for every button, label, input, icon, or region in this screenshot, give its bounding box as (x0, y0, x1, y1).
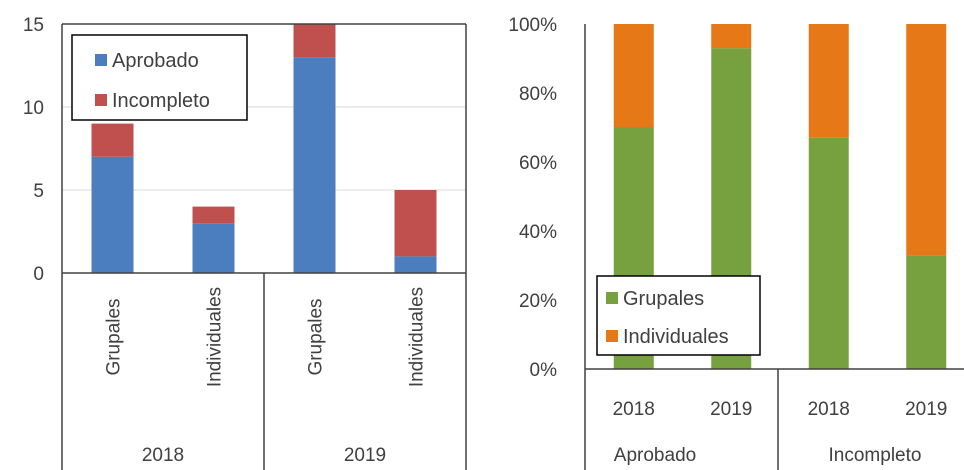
legend-right (596, 275, 761, 356)
x-group-label-right: Incompleto (829, 445, 922, 466)
bar-individuales-1 (711, 24, 752, 49)
bar-grupales-2 (808, 137, 849, 369)
x-group-label-left: 2019 (344, 445, 386, 466)
bar-incompleto-2 (293, 24, 336, 58)
x-category-label-left: Grupales (306, 298, 327, 375)
y-tick-label-right: 20% (519, 291, 557, 312)
bar-incompleto-0 (91, 123, 134, 157)
legend-label-grupales: Grupales (623, 288, 704, 310)
x-category-label-right: 2019 (905, 399, 947, 420)
x-group-label-left: 2018 (142, 445, 184, 466)
bar-aprobado-0 (91, 156, 134, 273)
bar-aprobado-3 (394, 256, 437, 273)
y-tick-label-left: 0 (33, 264, 44, 285)
y-tick-label-right: 0% (530, 360, 558, 381)
legend-swatch-grupales (606, 292, 618, 304)
bar-incompleto-1 (192, 206, 235, 224)
y-tick-label-right: 40% (519, 222, 557, 243)
x-category-label-left: Grupales (104, 298, 125, 375)
bar-individuales-0 (613, 24, 654, 128)
x-category-label-left: Individuales (205, 287, 226, 387)
y-tick-label-left: 10 (23, 98, 44, 119)
y-tick-label-left: 5 (33, 181, 44, 202)
x-category-label-left: Individuales (407, 287, 428, 387)
bar-individuales-2 (808, 24, 849, 138)
x-category-label-right: 2018 (808, 399, 850, 420)
legend-label-aprobado: Aprobado (112, 50, 199, 72)
y-tick-label-right: 100% (508, 15, 557, 36)
legend-swatch-incompleto (95, 94, 107, 106)
legend-label-incompleto: Incompleto (112, 90, 210, 112)
x-category-label-right: 2019 (710, 399, 752, 420)
legend-label-individuales: Individuales (623, 326, 729, 348)
legend-swatch-aprobado (95, 54, 107, 66)
legend-swatch-individuales (606, 330, 618, 342)
x-category-label-right: 2018 (613, 399, 655, 420)
y-tick-label-right: 60% (519, 153, 557, 174)
bar-aprobado-1 (192, 223, 235, 273)
bar-individuales-3 (906, 24, 947, 256)
y-tick-label-right: 80% (519, 84, 557, 105)
bar-grupales-3 (906, 255, 947, 369)
bar-aprobado-2 (293, 57, 336, 274)
x-group-label-right: Aprobado (614, 445, 696, 466)
y-tick-label-left: 15 (23, 15, 44, 36)
bar-incompleto-3 (394, 190, 437, 257)
